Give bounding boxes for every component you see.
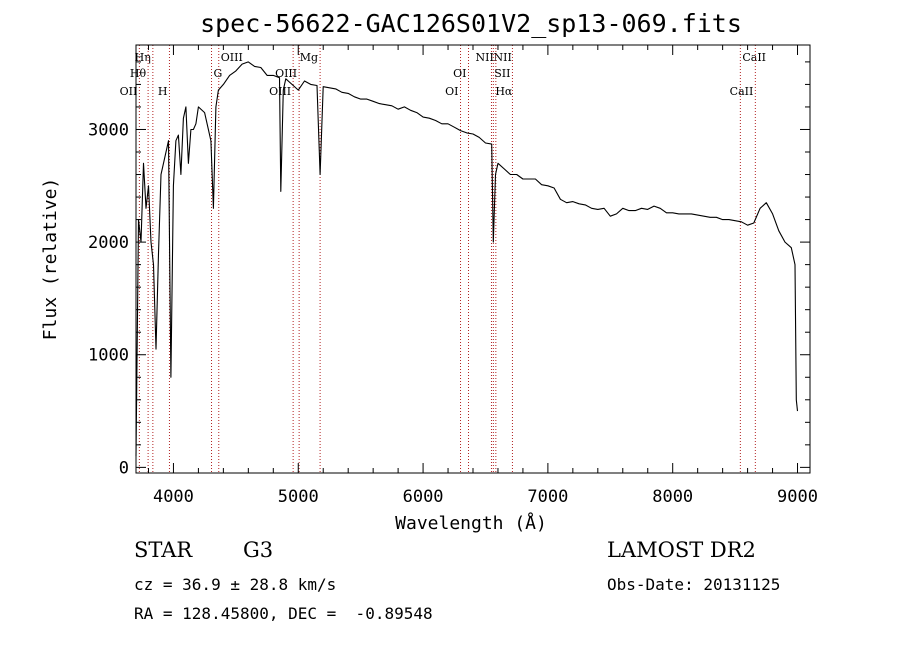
line-marker-label: Hθ: [130, 67, 147, 80]
y-tick-label: 3000: [88, 120, 129, 140]
line-marker-label: H: [158, 85, 168, 98]
x-tick-label: 8000: [652, 487, 693, 507]
line-marker-label: OIII: [221, 51, 243, 64]
y-tick-label: 2000: [88, 233, 129, 253]
y-axis-label: Flux (relative): [40, 178, 61, 341]
line-marker-label: G: [214, 67, 223, 80]
x-tick-label: 9000: [777, 487, 818, 507]
line-marker-label: NII: [493, 51, 511, 64]
line-marker-label: NII: [476, 51, 494, 64]
line-markers: OIIHθHηHGOIIIOIIIOIIIMgOIOINIIHαNIISIICa…: [120, 45, 766, 473]
line-marker-label: OII: [120, 85, 138, 98]
plot-frame: [135, 44, 811, 474]
line-marker-label: Mg: [300, 51, 318, 64]
redshift-readout: cz = 36.9 ± 28.8 km/s: [134, 575, 337, 594]
object-class: STAR: [134, 538, 193, 562]
chart-title: spec-56622-GAC126S01V2_sp13-069.fits: [200, 9, 742, 38]
line-marker-label: OI: [453, 67, 466, 80]
line-marker-label: CaII: [730, 85, 754, 98]
x-tick-label: 6000: [403, 487, 444, 507]
spectrum-line: [135, 61, 799, 457]
x-axis: 4000 5000 6000 7000 8000 9000: [147, 45, 818, 507]
y-axis: 0 1000 2000 3000: [88, 61, 810, 478]
x-tick-label: 5000: [278, 487, 319, 507]
line-marker-label: OI: [445, 85, 458, 98]
spectrum-series: [135, 61, 799, 457]
obs-date: Obs-Date: 20131125: [607, 575, 781, 594]
object-subclass: G3: [243, 538, 274, 562]
line-marker-label: OIII: [275, 67, 297, 80]
survey-name: LAMOST DR2: [607, 538, 756, 562]
x-tick-label: 4000: [153, 487, 194, 507]
line-marker-label: CaII: [742, 51, 766, 64]
line-marker-label: SII: [494, 67, 510, 80]
coordinates-readout: RA = 128.45800, DEC = -0.89548: [134, 604, 433, 623]
line-marker-label: Hα: [495, 85, 513, 98]
y-tick-label: 0: [119, 458, 129, 478]
x-tick-label: 7000: [527, 487, 568, 507]
x-axis-label: Wavelength (Å): [395, 512, 547, 534]
y-tick-label: 1000: [88, 346, 129, 366]
line-marker-label: Hη: [135, 51, 151, 64]
